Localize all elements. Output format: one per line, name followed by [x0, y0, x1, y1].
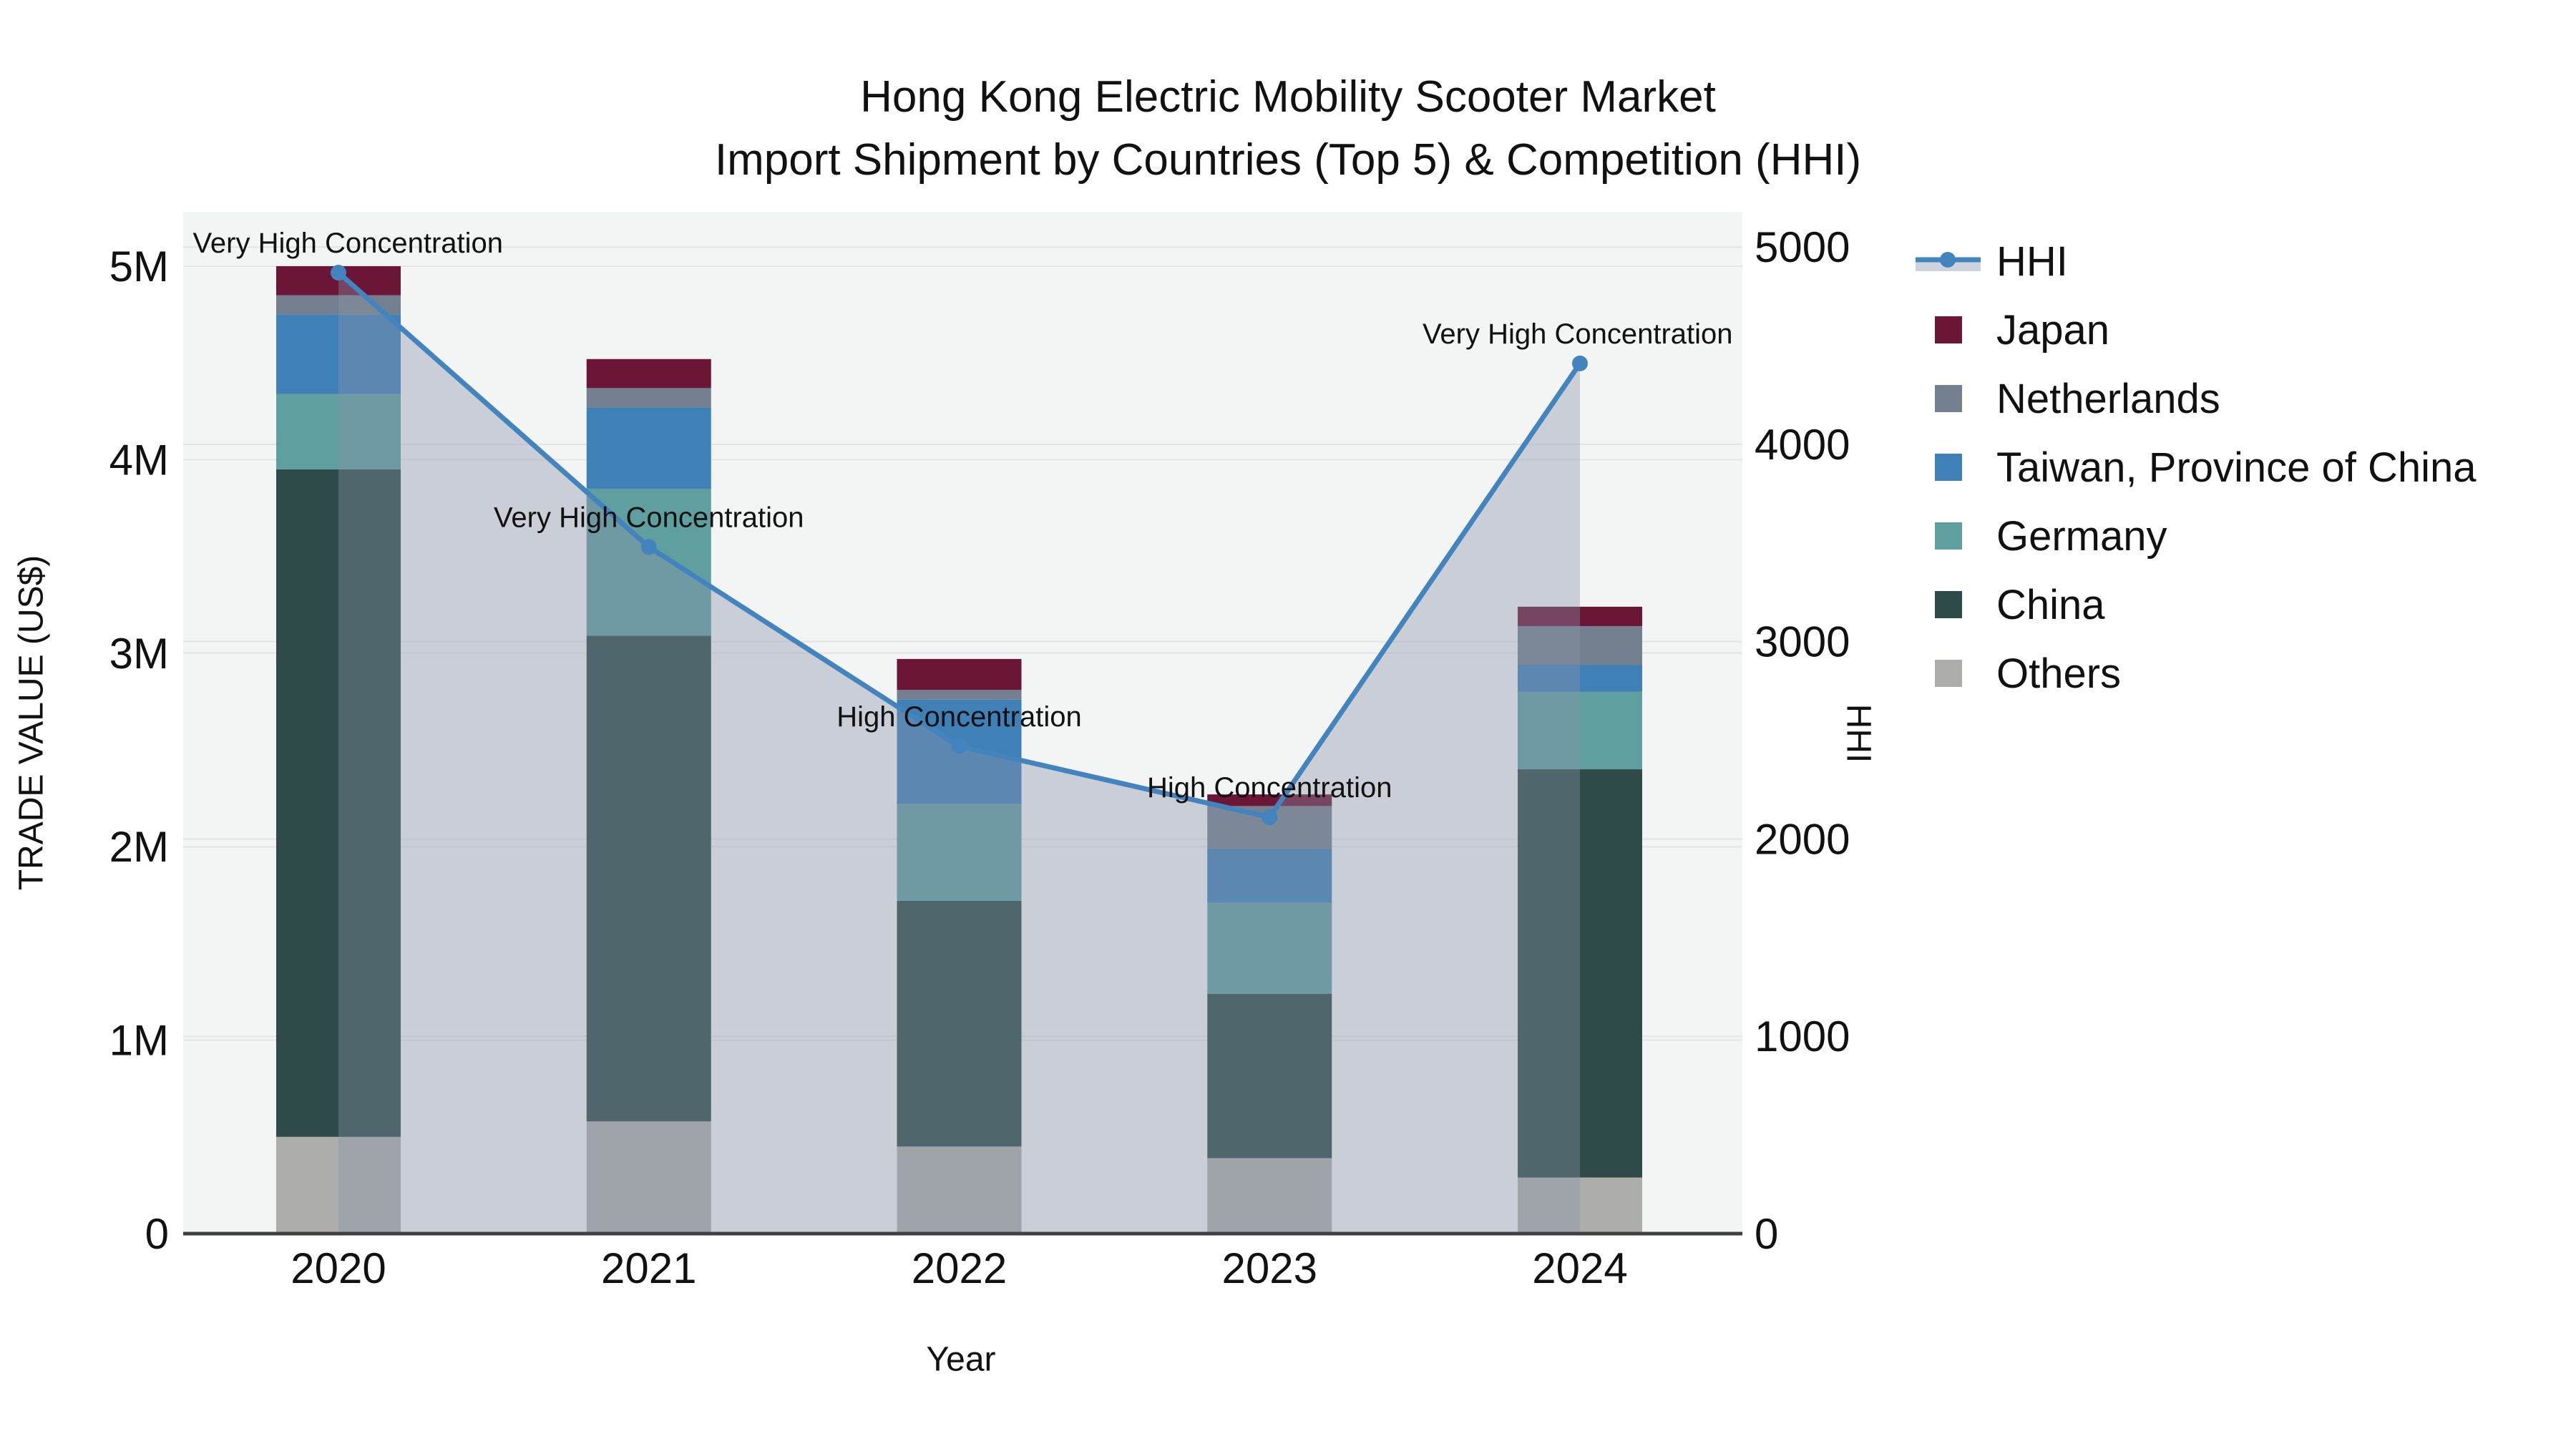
bar-segment-japan-2021[interactable] [586, 358, 711, 389]
x-axis-title: Year [926, 1340, 996, 1379]
taiwan-swatch-icon [1934, 454, 1962, 481]
bar-segment-china-2021[interactable] [586, 635, 711, 1122]
chart-title: Hong Kong Electric Mobility Scooter Mark… [0, 66, 2576, 192]
bar-segment-others-2024[interactable] [1518, 1177, 1642, 1234]
y-left-tick-4M: 4M [109, 436, 169, 484]
y-right-tick-5000: 5000 [1755, 223, 1850, 271]
y-right-tick-4000: 4000 [1755, 421, 1850, 469]
japan-swatch-icon [1934, 316, 1962, 343]
x-tick-2022: 2022 [912, 1244, 1007, 1292]
legend-label-japan: Japan [1996, 306, 2110, 353]
y-right-tick-3000: 3000 [1755, 618, 1850, 666]
bar-segment-china-2023[interactable] [1207, 993, 1332, 1158]
bar-segment-taiwan-province-of-china-2020[interactable] [276, 314, 401, 394]
annotation-2023: High Concentration [1147, 772, 1392, 804]
bar-segment-taiwan-province-of-china-2021[interactable] [586, 407, 711, 489]
bar-segment-germany-2020[interactable] [276, 394, 401, 469]
hhi-marker-2023[interactable] [1262, 809, 1278, 826]
legend-item-netherlands[interactable]: Netherlands [1916, 364, 2477, 433]
annotation-2021: Very High Concentration [494, 502, 804, 533]
netherlands-swatch-icon [1934, 385, 1962, 412]
bar-segment-china-2022[interactable] [897, 900, 1022, 1147]
bar-segment-others-2022[interactable] [897, 1146, 1022, 1234]
bar-segment-netherlands-2022[interactable] [897, 690, 1022, 700]
hhi-marker-2021[interactable] [640, 539, 657, 555]
legend-item-germany[interactable]: Germany [1916, 502, 2477, 570]
annotation-2024: Very High Concentration [1423, 318, 1733, 350]
legend-label-taiwan: Taiwan, Province of China [1996, 444, 2477, 491]
x-tick-2024: 2024 [1532, 1244, 1627, 1292]
bar-segment-germany-2023[interactable] [1207, 902, 1332, 994]
annotation-2020: Very High Concentration [192, 228, 503, 259]
y-right-tick-2000: 2000 [1755, 815, 1850, 863]
bar-segment-japan-2023[interactable] [1207, 794, 1332, 806]
legend-label-hhi: HHI [1996, 238, 2068, 285]
others-swatch-icon [1934, 660, 1962, 687]
bar-segment-germany-2024[interactable] [1518, 691, 1642, 770]
hhi-marker-2020[interactable] [331, 265, 346, 281]
x-tick-2021: 2021 [601, 1244, 696, 1292]
y-left-tick-0: 0 [145, 1210, 169, 1258]
china-swatch-icon [1934, 591, 1962, 618]
y-left-tick-2M: 2M [109, 823, 169, 871]
hhi-marker-2022[interactable] [951, 738, 967, 754]
legend-item-hhi[interactable]: HHI [1916, 227, 2477, 296]
legend-label-others: Others [1996, 650, 2122, 697]
y-axis-title-left: TRADE VALUE (US$) [12, 555, 51, 891]
legend-label-germany: Germany [1996, 512, 2167, 560]
bar-segment-china-2020[interactable] [276, 469, 401, 1137]
y-right-tick-1000: 1000 [1755, 1013, 1850, 1060]
bar-segment-netherlands-2021[interactable] [586, 388, 711, 408]
legend-item-others[interactable]: Others [1916, 639, 2477, 708]
chart-title-line1: Hong Kong Electric Mobility Scooter Mark… [860, 72, 1716, 122]
bar-segment-taiwan-province-of-china-2024[interactable] [1518, 665, 1642, 692]
bar-segment-germany-2022[interactable] [897, 804, 1022, 901]
legend-item-taiwan[interactable]: Taiwan, Province of China [1916, 433, 2477, 502]
y-axis-title-right: HHI [1839, 703, 1878, 763]
y-left-tick-1M: 1M [109, 1017, 169, 1065]
y-right-tick-0: 0 [1755, 1210, 1778, 1258]
bar-segment-others-2023[interactable] [1207, 1158, 1332, 1234]
bar-segment-netherlands-2024[interactable] [1518, 625, 1642, 665]
legend-item-china[interactable]: China [1916, 570, 2477, 639]
x-tick-2020: 2020 [291, 1244, 386, 1292]
legend-label-netherlands: Netherlands [1996, 375, 2220, 422]
legend-item-japan[interactable]: Japan [1916, 296, 2477, 364]
x-tick-2023: 2023 [1222, 1244, 1317, 1292]
bar-segment-taiwan-province-of-china-2023[interactable] [1207, 848, 1332, 903]
chart-title-line2: Import Shipment by Countries (Top 5) & C… [714, 135, 1862, 185]
hhi-line-sample-icon [1916, 244, 1981, 278]
legend: HHI Japan Netherlands Taiwan, Province o… [1916, 227, 2477, 708]
bar-segment-china-2024[interactable] [1518, 769, 1642, 1178]
bar-segment-japan-2024[interactable] [1518, 606, 1642, 626]
germany-swatch-icon [1934, 522, 1962, 550]
y-left-tick-3M: 3M [109, 630, 169, 678]
bar-segment-others-2020[interactable] [276, 1136, 401, 1234]
bar-segment-others-2021[interactable] [586, 1121, 711, 1234]
bar-segment-japan-2022[interactable] [897, 658, 1022, 691]
annotation-2022: High Concentration [836, 701, 1081, 733]
legend-label-china: China [1996, 581, 2105, 628]
hhi-marker-2024[interactable] [1572, 355, 1588, 371]
y-left-tick-5M: 5M [109, 243, 169, 291]
